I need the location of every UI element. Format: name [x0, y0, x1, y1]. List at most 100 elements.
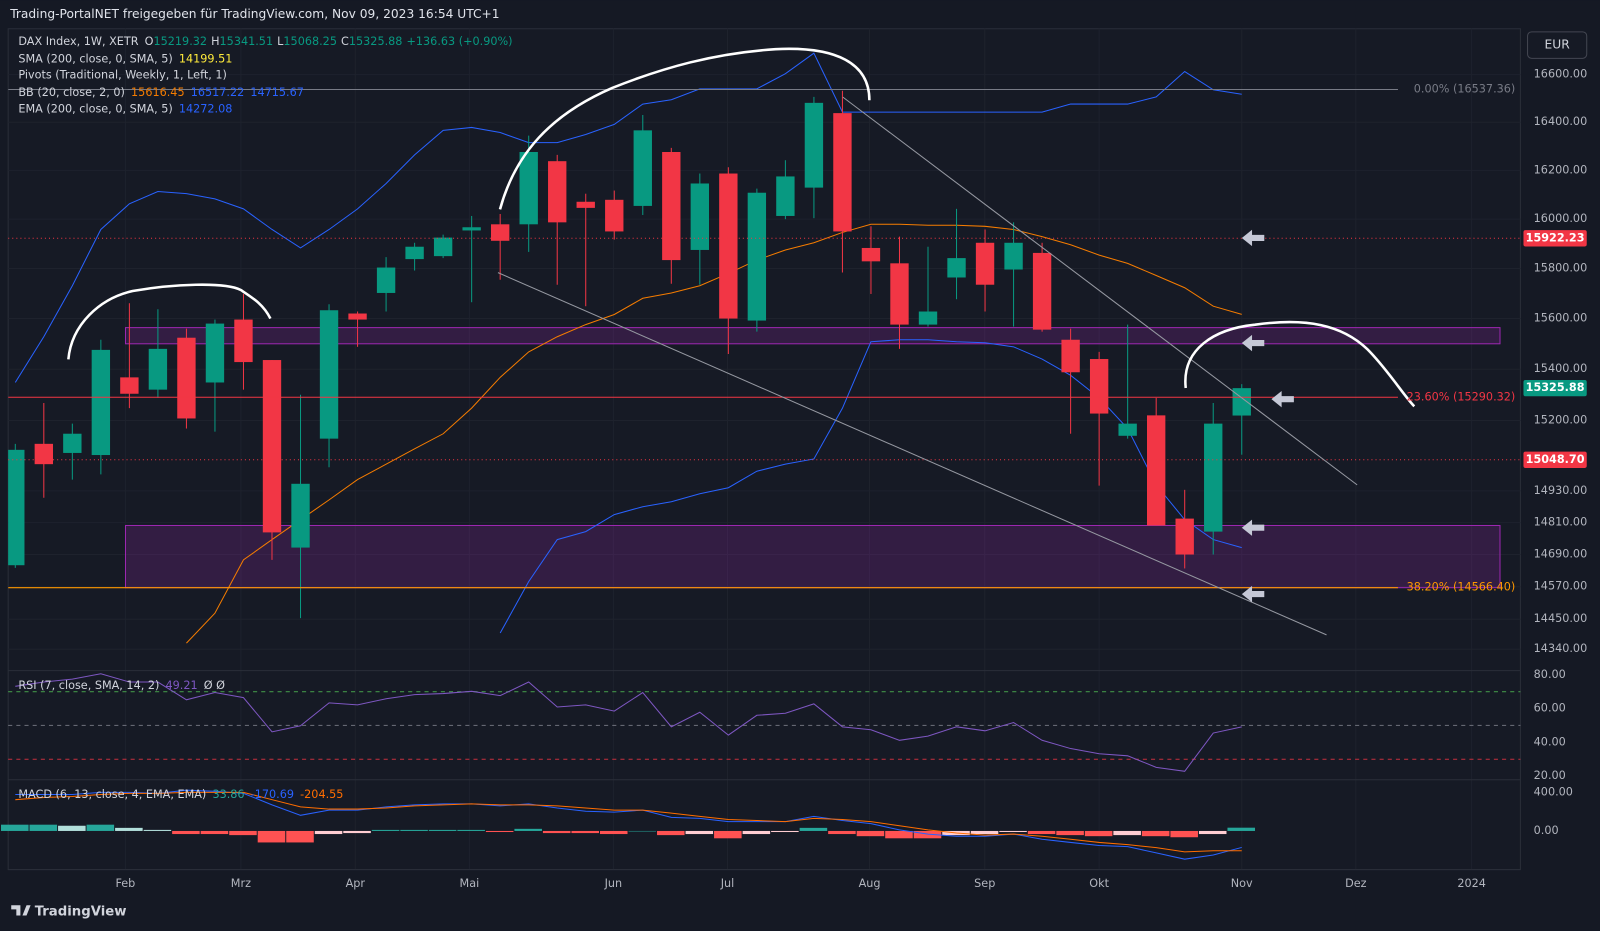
price-tag: [1523, 379, 1587, 397]
logo: [11, 905, 31, 916]
candle-body: [548, 161, 567, 223]
candle-body: [833, 113, 852, 232]
hand-drawing: [498, 47, 871, 210]
candle-body: [8, 449, 25, 566]
x-tick-label: Feb: [115, 877, 135, 890]
histogram-bar: [428, 829, 457, 831]
histogram-bar: [1170, 830, 1198, 838]
arrow: [1241, 585, 1265, 603]
ohlc-label: L: [277, 35, 284, 48]
main-marks: [8, 52, 1521, 644]
histogram-bar: [771, 830, 799, 833]
histogram-bar: [1, 824, 29, 831]
histogram-bar: [1056, 830, 1084, 836]
candle-body: [861, 247, 881, 262]
legend-sma: SMA (200, close, 0, SMA, 5) 14199.51: [18, 52, 232, 65]
trend-line: [497, 272, 1327, 636]
histogram-bar: [571, 830, 600, 834]
indicator-value: 15616.45: [131, 86, 185, 99]
histogram-bar: [856, 830, 885, 837]
x-tick-label: Apr: [346, 877, 366, 890]
legend-pivots: Pivots (Traditional, Weekly, 1, Left, 1): [18, 69, 227, 82]
macd-line: [15, 789, 1242, 860]
y-tick-label: 400.00: [1534, 785, 1573, 798]
x-tick-label: Nov: [1231, 877, 1253, 890]
x-tick-label: Sep: [974, 877, 995, 890]
candle-body: [576, 201, 595, 208]
histogram-bar: [828, 830, 856, 835]
y-tick-label: 40.00: [1534, 735, 1566, 748]
histogram-bar: [314, 830, 343, 835]
candle-body: [91, 349, 111, 456]
histogram-bar: [685, 830, 714, 835]
zone: [125, 327, 1501, 345]
histogram-bar: [599, 830, 628, 835]
histogram-bar: [1198, 830, 1227, 835]
x-tick-label: Mrz: [231, 877, 251, 890]
price-tag: [1523, 230, 1587, 247]
indicator-value: 33.86: [212, 788, 244, 801]
candle-body: [205, 323, 225, 383]
y-tick-label: 0.00: [1534, 824, 1559, 837]
arrow: [1241, 519, 1265, 536]
candle-body: [1032, 252, 1052, 330]
histogram-bar: [286, 830, 314, 843]
trend-line: [842, 96, 1358, 486]
bb-line: [499, 339, 1242, 634]
indicator-value: 14199.51: [179, 52, 233, 65]
arrow: [1241, 229, 1265, 247]
candle-body: [1061, 339, 1080, 373]
candle-body: [1204, 423, 1223, 532]
hand-drawing: [67, 283, 272, 360]
sub-marks: [1, 673, 1521, 860]
indicator-name: EMA (200, close, 0, SMA, 5): [18, 102, 172, 115]
arrow: [1241, 334, 1265, 352]
candle-body: [633, 130, 652, 206]
arrow: [1271, 391, 1294, 408]
plot-frame: [7, 28, 1521, 871]
currency-box[interactable]: [1527, 31, 1588, 59]
x-tick-label: Okt: [1089, 877, 1109, 890]
indicator-value: 14272.08: [179, 102, 233, 115]
indicator-name: MACD (6, 13, close, 4, EMA, EMA): [18, 788, 206, 801]
label-layer: Feb Mrz Apr Mai Jun Jul Aug Sep Okt Nov Dez 2024 166…: [115, 68, 1587, 890]
bb-line: [186, 223, 1242, 644]
price-tag-label: 15325.88: [1526, 381, 1585, 394]
histogram-bar: [1227, 827, 1256, 831]
histogram-bar: [542, 830, 571, 834]
histogram-bar: [1084, 830, 1113, 837]
price-tag: [1523, 451, 1587, 468]
histogram-bar: [29, 824, 58, 831]
indicator-name: SMA (200, close, 0, SMA, 5): [18, 52, 172, 65]
currency[interactable]: EUR: [1545, 38, 1571, 52]
histogram-bar: [229, 830, 257, 836]
y-tick-label: 16400.00: [1534, 115, 1588, 128]
candle-body: [177, 337, 196, 419]
histogram-bar: [400, 829, 428, 831]
histogram-bar: [172, 830, 200, 835]
candle-body: [234, 319, 253, 363]
histogram-bar: [999, 830, 1027, 833]
y-tick-label: 14930.00: [1534, 484, 1588, 497]
histogram-bar: [58, 825, 86, 831]
candle-body: [405, 246, 424, 260]
histogram-bar: [143, 829, 172, 831]
legend-main: DAX Index, 1W, XETR O15219.32 H15341.51 L15…: [18, 35, 512, 48]
y-tick-label: 15800.00: [1534, 262, 1588, 275]
candle-body: [1146, 415, 1166, 526]
indicator-name: BB (20, close, 2, 0): [18, 86, 125, 99]
price-tag-label: 15048.70: [1526, 453, 1585, 466]
y-tick-label: 15600.00: [1534, 312, 1588, 325]
arrows: [1241, 229, 1294, 603]
indicator-value: 14715.67: [250, 86, 304, 99]
candle-body: [947, 258, 966, 278]
candle-body: [148, 348, 168, 390]
histogram-bar: [1027, 830, 1056, 835]
candle-body: [490, 224, 510, 241]
histogram-bar: [799, 827, 828, 831]
indicator-value: -204.55: [300, 788, 343, 801]
y-tick-label: 16600.00: [1534, 68, 1588, 81]
legend-ema: EMA (200, close, 0, SMA, 5) 14272.08: [18, 102, 232, 115]
candle-body: [262, 360, 282, 533]
